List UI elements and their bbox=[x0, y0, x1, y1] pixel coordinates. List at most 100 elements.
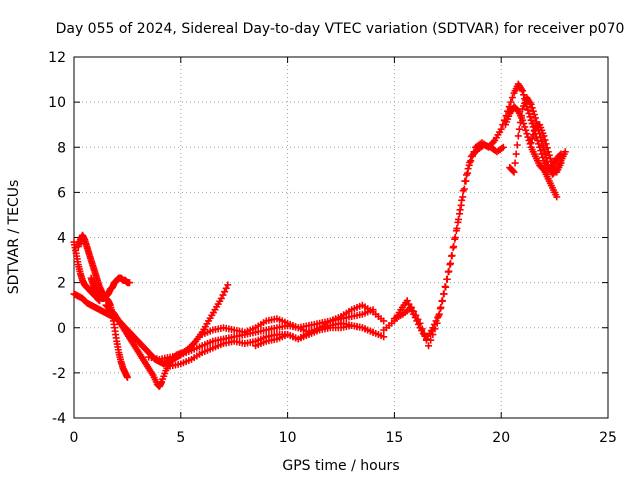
data-point bbox=[529, 131, 537, 139]
data-point bbox=[557, 159, 565, 167]
data-point bbox=[459, 193, 467, 201]
data-point bbox=[436, 305, 444, 313]
data-point bbox=[540, 132, 548, 140]
data-point bbox=[468, 152, 476, 160]
satellite-track-10 bbox=[380, 141, 507, 343]
data-point bbox=[544, 148, 552, 156]
x-tick-label: 5 bbox=[176, 430, 185, 446]
data-point bbox=[517, 112, 525, 120]
data-point bbox=[219, 291, 227, 299]
x-tick-label: 15 bbox=[385, 430, 403, 446]
data-point bbox=[431, 325, 439, 333]
data-point bbox=[510, 168, 518, 176]
data-point bbox=[380, 333, 388, 341]
data-point bbox=[530, 111, 538, 119]
data-point bbox=[429, 331, 437, 339]
data-point bbox=[433, 319, 441, 327]
y-axis-label: SDTVAR / TECUs bbox=[6, 180, 22, 295]
data-point bbox=[452, 227, 460, 235]
data-point bbox=[427, 336, 435, 344]
data-point bbox=[547, 158, 555, 166]
y-tick-label: 12 bbox=[48, 50, 66, 66]
data-point bbox=[527, 139, 535, 147]
data-point bbox=[515, 125, 523, 133]
data-point bbox=[418, 325, 426, 333]
data-point bbox=[508, 94, 516, 102]
data-series bbox=[70, 80, 569, 390]
data-point bbox=[529, 107, 537, 115]
data-point bbox=[512, 150, 520, 158]
satellite-track-9 bbox=[252, 321, 388, 350]
data-point bbox=[464, 169, 472, 177]
data-point bbox=[448, 252, 456, 260]
data-point bbox=[527, 100, 535, 108]
data-point bbox=[528, 135, 536, 143]
x-tick-label: 10 bbox=[279, 430, 297, 446]
satellite-track-3 bbox=[87, 274, 134, 302]
data-point bbox=[553, 193, 561, 201]
data-point bbox=[520, 120, 528, 128]
data-point bbox=[497, 125, 505, 133]
data-point bbox=[526, 113, 534, 121]
data-point bbox=[516, 118, 524, 126]
data-point bbox=[523, 130, 531, 138]
data-point bbox=[420, 331, 428, 339]
data-point bbox=[507, 98, 515, 106]
data-point bbox=[526, 140, 534, 148]
data-point bbox=[462, 177, 470, 185]
data-point bbox=[519, 87, 527, 95]
y-tick-label: 6 bbox=[57, 185, 66, 201]
data-point bbox=[545, 151, 553, 159]
data-point bbox=[435, 312, 443, 320]
data-point bbox=[456, 210, 464, 218]
data-point bbox=[524, 133, 532, 141]
data-point bbox=[546, 155, 554, 163]
x-tick-label: 0 bbox=[70, 430, 79, 446]
satellite-track-8 bbox=[198, 301, 388, 339]
data-point bbox=[380, 317, 388, 325]
data-point bbox=[514, 132, 522, 140]
data-point bbox=[499, 143, 507, 151]
data-point bbox=[530, 127, 538, 135]
data-point bbox=[513, 141, 521, 149]
axis-ticks: 0 5 10 15 20 25 -4 -2 0 2 4 6 8 10 12 bbox=[48, 50, 617, 446]
satellite-track-2 bbox=[74, 231, 131, 381]
data-point bbox=[522, 126, 530, 134]
data-point bbox=[446, 261, 454, 269]
data-point bbox=[528, 104, 536, 112]
x-tick-label: 25 bbox=[599, 430, 617, 446]
data-point bbox=[561, 148, 569, 156]
data-point bbox=[407, 303, 415, 311]
data-point bbox=[221, 288, 229, 296]
data-point bbox=[542, 140, 550, 148]
data-point bbox=[509, 167, 517, 175]
data-point bbox=[410, 307, 418, 315]
data-point bbox=[511, 159, 519, 167]
data-point bbox=[524, 106, 532, 114]
x-tick-label: 20 bbox=[492, 430, 510, 446]
data-point bbox=[412, 311, 420, 319]
satellite-track-11 bbox=[390, 80, 565, 350]
data-point bbox=[528, 120, 536, 128]
data-point bbox=[123, 373, 131, 381]
data-point bbox=[416, 319, 424, 327]
data-point bbox=[443, 275, 451, 283]
data-point bbox=[454, 218, 462, 226]
data-point bbox=[527, 116, 535, 124]
y-tick-label: -2 bbox=[52, 366, 66, 382]
chart-title: Day 055 of 2024, Sidereal Day-to-day VTE… bbox=[56, 21, 625, 37]
data-point bbox=[438, 297, 446, 305]
data-point bbox=[449, 244, 457, 252]
data-point bbox=[543, 144, 551, 152]
y-tick-label: -4 bbox=[52, 411, 66, 427]
data-point bbox=[460, 185, 468, 193]
data-point bbox=[465, 161, 473, 169]
y-tick-label: 2 bbox=[57, 276, 66, 292]
data-point bbox=[414, 315, 422, 323]
data-point bbox=[531, 114, 539, 122]
data-point bbox=[441, 283, 449, 291]
data-point bbox=[470, 148, 478, 156]
data-point bbox=[222, 284, 230, 292]
